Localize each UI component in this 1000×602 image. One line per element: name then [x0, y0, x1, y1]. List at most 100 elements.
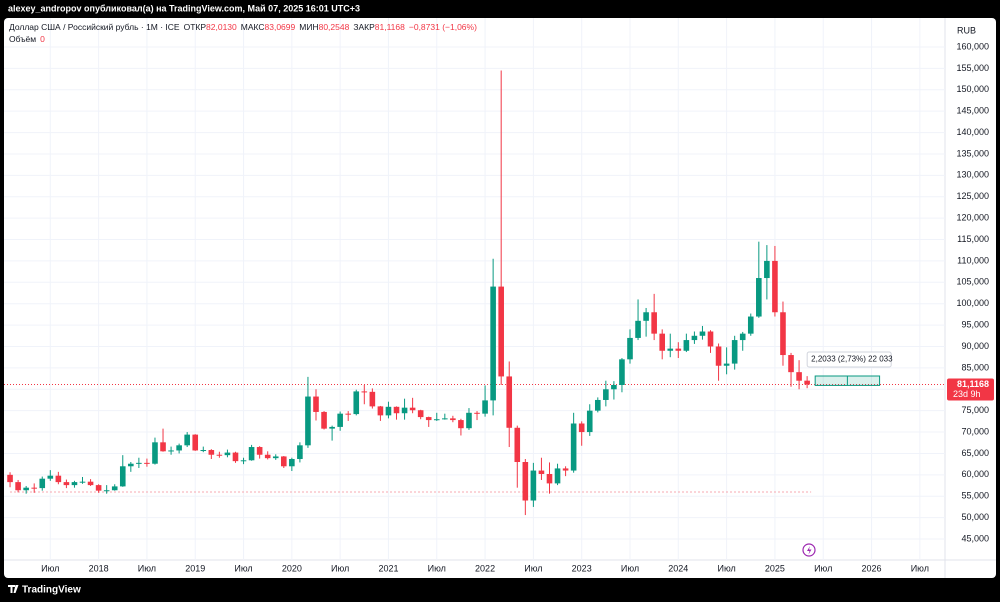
- candle-body: [216, 454, 223, 456]
- x-tick-label: 2023: [572, 563, 592, 573]
- logo: TradingView: [8, 585, 81, 596]
- lightning-bolt: [807, 546, 812, 555]
- candle-body: [329, 426, 335, 429]
- x-tick-label: 2018: [89, 563, 109, 573]
- y-tick-label: 65,000: [961, 448, 989, 458]
- candle-body: [168, 450, 174, 452]
- candle-body: [675, 348, 682, 351]
- logo-text: TradingView: [22, 585, 81, 596]
- countdown-label: 23d 9h: [953, 389, 981, 399]
- candle-body: [393, 406, 400, 414]
- volume-value: 0: [40, 34, 45, 44]
- candle-body: [305, 396, 311, 446]
- candle-body: [707, 331, 714, 347]
- y-tick-label: 95,000: [961, 319, 989, 329]
- candle-body: [474, 412, 480, 414]
- y-tick-label: 60,000: [961, 469, 989, 479]
- candle-body: [256, 447, 263, 455]
- candle-body: [442, 418, 448, 420]
- y-tick-label: 150,000: [956, 84, 989, 94]
- x-tick-label: Июл: [41, 563, 59, 573]
- candle-body: [184, 434, 190, 446]
- candle-body: [433, 419, 440, 421]
- candle-body: [731, 340, 738, 364]
- candle-body: [594, 399, 601, 411]
- candle-body: [119, 466, 126, 487]
- candle-body: [683, 340, 690, 351]
- y-tick-label: 100,000: [956, 298, 989, 308]
- y-tick-label: 145,000: [956, 106, 989, 116]
- plot: 45,000 50,000 55,000 60,000 65,000 70,000 75,0…: [4, 18, 996, 578]
- y-tick-label: 45,000: [961, 533, 989, 543]
- candle-body: [498, 286, 504, 377]
- candle-body: [176, 445, 182, 451]
- field-name: ЗАКР: [353, 22, 375, 32]
- candle-body: [522, 462, 529, 501]
- legend-row: Доллар США / Российский рубль · 1М · ICE…: [9, 22, 477, 32]
- candle-body: [289, 459, 295, 467]
- candle-body: [369, 391, 376, 407]
- x-tick-label: 2025: [765, 563, 785, 573]
- candle-body: [514, 427, 521, 463]
- candle-body: [280, 456, 287, 467]
- field-value: 81,1168: [375, 22, 405, 32]
- publisher-line: alexey_andropov опубликовал(а) на Tradin…: [8, 3, 360, 13]
- candle-body: [667, 348, 674, 351]
- candle-body: [756, 278, 762, 317]
- candle-body: [458, 420, 464, 429]
- candle-body: [699, 331, 706, 336]
- candle-body: [804, 380, 810, 385]
- y-tick-label: 75,000: [961, 405, 989, 415]
- candle-body: [353, 391, 360, 415]
- candle-body: [337, 413, 343, 427]
- candle-body: [586, 410, 593, 433]
- candle-body: [570, 423, 577, 471]
- candle-body: [377, 406, 384, 416]
- candle-body: [103, 490, 110, 492]
- candle-body: [764, 260, 770, 279]
- x-tick-label: Июл: [911, 563, 929, 573]
- candle-body: [490, 286, 496, 401]
- x-tick-label: 2026: [862, 563, 882, 573]
- volume-row: Объём 0: [9, 34, 45, 44]
- candle-body: [482, 400, 488, 414]
- candle-body: [466, 412, 472, 429]
- candle-body: [361, 391, 368, 393]
- price-label-box: [947, 378, 994, 401]
- x-tick-label: Июл: [331, 563, 349, 573]
- x-tick-label: Июл: [428, 563, 446, 573]
- logo-mark: [8, 585, 19, 593]
- candle-body: [635, 320, 641, 338]
- candle-body: [619, 359, 625, 385]
- lightning-icon[interactable]: [802, 543, 816, 557]
- candle-body: [715, 346, 722, 366]
- candle-body: [136, 462, 142, 464]
- x-tick-label: Июл: [814, 563, 832, 573]
- candle-body: [409, 407, 416, 411]
- candle-body: [562, 468, 569, 471]
- candle-body: [272, 456, 279, 459]
- candle-body: [71, 482, 78, 486]
- y-tick-label: 85,000: [961, 362, 989, 372]
- candle-body: [79, 481, 86, 483]
- y-tick-label: 55,000: [961, 491, 989, 501]
- candle-body: [345, 413, 352, 415]
- y-tick-label: 135,000: [956, 148, 989, 158]
- candle-body: [313, 396, 319, 412]
- candle-body: [788, 355, 794, 373]
- candle-body: [264, 454, 271, 459]
- candle-body: [39, 478, 46, 489]
- field-value: 80,2548: [319, 22, 350, 32]
- y-tick-label: 50,000: [961, 512, 989, 522]
- candle-body: [23, 487, 29, 491]
- candle-body: [643, 312, 649, 321]
- y-tick-label: 70,000: [961, 426, 989, 436]
- x-tick-label: 2020: [282, 563, 302, 573]
- y-tick-label: 160,000: [956, 41, 989, 51]
- candle-body: [780, 312, 786, 356]
- candle-body: [87, 481, 94, 486]
- candle-body: [578, 423, 585, 433]
- candle-body: [603, 389, 609, 400]
